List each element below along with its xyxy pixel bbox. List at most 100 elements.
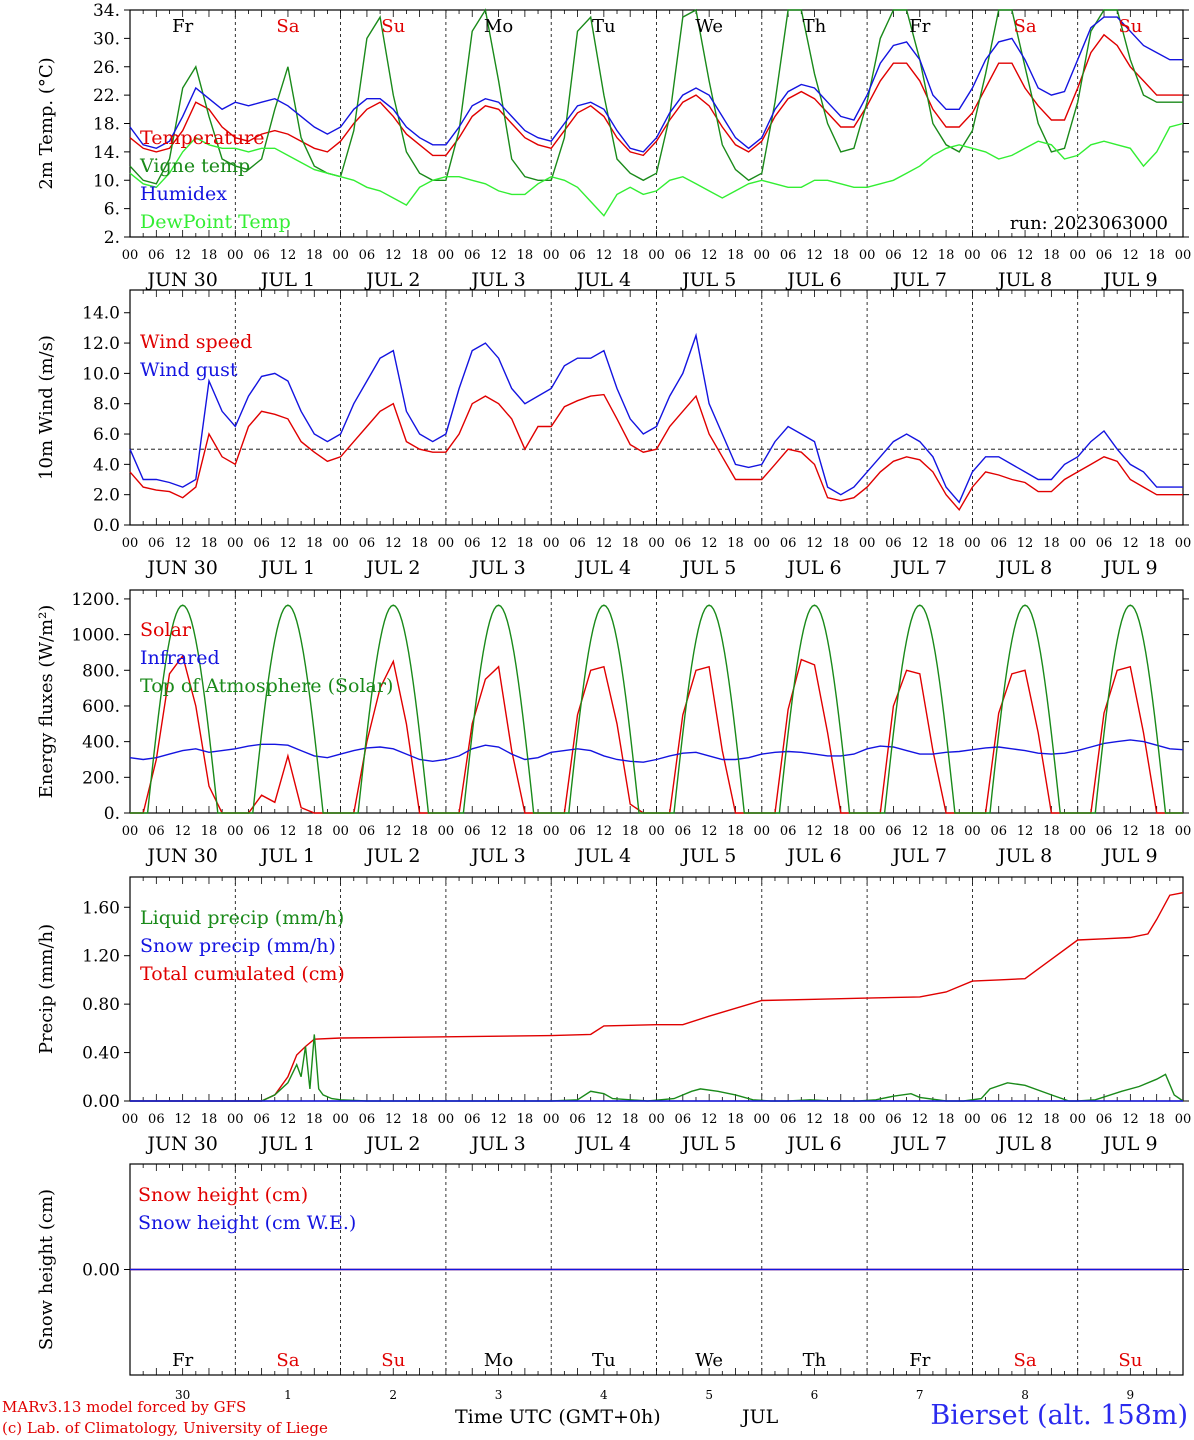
x-tick-label: 06 bbox=[359, 248, 376, 263]
y-tick-label: 600. bbox=[82, 697, 120, 717]
x-tick-label: 06 bbox=[1096, 248, 1113, 263]
y-tick-label: 12.0 bbox=[82, 334, 120, 354]
weekday-label: Sa bbox=[1014, 1350, 1037, 1371]
x-tick-label: 00 bbox=[122, 248, 139, 263]
y-tick-label: 1000. bbox=[71, 626, 120, 646]
y-tick-label: 0.0 bbox=[93, 516, 120, 536]
x-tick-label: 12 bbox=[490, 536, 507, 551]
x-tick-label: 00 bbox=[543, 248, 560, 263]
weekday-label: Sa bbox=[276, 16, 299, 37]
x-tick-label: 18 bbox=[411, 248, 428, 263]
x-tick-label: 12 bbox=[385, 824, 402, 839]
x-tick-label: 00 bbox=[1175, 1112, 1192, 1127]
x-tick-label: 00 bbox=[332, 824, 349, 839]
x-tick-label: 00 bbox=[648, 248, 665, 263]
date-label: JUL 4 bbox=[575, 557, 631, 579]
x-tick-label: 00 bbox=[438, 248, 455, 263]
date-label: JUL 3 bbox=[469, 845, 525, 867]
x-tick-label: 18 bbox=[727, 1112, 744, 1127]
x-tick-label: 12 bbox=[385, 1112, 402, 1127]
y-tick-label: 1.60 bbox=[82, 898, 120, 918]
x-tick-label: 18 bbox=[622, 536, 639, 551]
x-tick-label: 00 bbox=[1069, 248, 1086, 263]
x-tick-label: 18 bbox=[833, 248, 850, 263]
weekday-label: Mo bbox=[484, 16, 513, 37]
y-tick-label: 0.40 bbox=[82, 1044, 120, 1064]
x-tick-label: 12 bbox=[596, 824, 613, 839]
x-tick-label: 12 bbox=[174, 1112, 191, 1127]
date-label: JUL 3 bbox=[469, 557, 525, 579]
x-tick-label: 00 bbox=[964, 1112, 981, 1127]
x-tick-label: 00 bbox=[1069, 1112, 1086, 1127]
y-tick-label: 2.0 bbox=[93, 486, 120, 506]
x-tick-label: 12 bbox=[1017, 1112, 1034, 1127]
y-tick-label: 34. bbox=[93, 1, 120, 21]
y-tick-label: 0.80 bbox=[82, 995, 120, 1015]
weekday-label: Tu bbox=[592, 1350, 616, 1371]
date-label: JUL 7 bbox=[891, 845, 947, 867]
weekday-label: Th bbox=[803, 16, 827, 37]
x-tick-label: 12 bbox=[490, 824, 507, 839]
legend-entry: Snow height (cm) bbox=[138, 1184, 308, 1206]
series-line bbox=[129, 332, 1183, 504]
y-tick-label: 8.0 bbox=[93, 395, 120, 415]
day-number: 7 bbox=[916, 1388, 924, 1402]
x-tick-label: 00 bbox=[122, 536, 139, 551]
x-tick-label: 18 bbox=[1148, 1112, 1165, 1127]
x-tick-label: 12 bbox=[1122, 824, 1139, 839]
x-tick-label: 18 bbox=[517, 1112, 534, 1127]
y-tick-label: 6. bbox=[104, 200, 120, 220]
date-label: JUL 5 bbox=[680, 269, 736, 291]
x-tick-label: 06 bbox=[675, 536, 692, 551]
x-tick-label: 18 bbox=[306, 248, 323, 263]
weekday-label: Su bbox=[381, 16, 405, 37]
x-tick-label: 00 bbox=[754, 824, 771, 839]
date-label: JUL 1 bbox=[259, 557, 315, 579]
date-label: JUL 2 bbox=[364, 557, 420, 579]
x-tick-label: 00 bbox=[543, 536, 560, 551]
x-tick-label: 06 bbox=[359, 824, 376, 839]
date-label: JUL 4 bbox=[575, 269, 631, 291]
legend-entry: Total cumulated (cm) bbox=[140, 963, 345, 985]
legend-entry: Vigne temp bbox=[139, 155, 250, 177]
run-annotation: run: 2023063000 bbox=[1010, 213, 1168, 234]
x-tick-label: 12 bbox=[490, 248, 507, 263]
x-tick-label: 06 bbox=[780, 1112, 797, 1127]
day-number: 3 bbox=[495, 1388, 503, 1402]
date-label: JUL 6 bbox=[785, 557, 841, 579]
x-tick-label: 06 bbox=[569, 1112, 586, 1127]
x-tick-label: 00 bbox=[964, 824, 981, 839]
date-label: JUL 5 bbox=[680, 557, 736, 579]
x-tick-label: 06 bbox=[148, 248, 165, 263]
x-tick-label: 18 bbox=[1043, 824, 1060, 839]
series-line bbox=[129, 393, 1183, 511]
y-tick-label: 2. bbox=[104, 228, 120, 248]
x-tick-label: 12 bbox=[1122, 536, 1139, 551]
x-tick-label: 00 bbox=[227, 824, 244, 839]
x-tick-label: 18 bbox=[833, 536, 850, 551]
x-tick-label: 06 bbox=[253, 536, 270, 551]
x-tick-label: 18 bbox=[201, 824, 218, 839]
x-tick-label: 12 bbox=[911, 1112, 928, 1127]
x-tick-label: 00 bbox=[332, 536, 349, 551]
x-tick-label: 12 bbox=[280, 1112, 297, 1127]
x-tick-label: 06 bbox=[885, 1112, 902, 1127]
month-label: JUL bbox=[742, 1406, 779, 1428]
x-tick-label: 12 bbox=[385, 248, 402, 263]
x-tick-label: 12 bbox=[174, 536, 191, 551]
x-tick-label: 00 bbox=[543, 1112, 560, 1127]
day-number: 4 bbox=[600, 1388, 608, 1402]
date-label: JUL 2 bbox=[364, 269, 420, 291]
x-tick-label: 00 bbox=[859, 1112, 876, 1127]
x-tick-label: 18 bbox=[306, 536, 323, 551]
x-tick-label: 12 bbox=[1122, 248, 1139, 263]
legend-entry: Liquid precip (mm/h) bbox=[140, 907, 344, 929]
date-label: JUL 8 bbox=[996, 845, 1052, 867]
x-tick-label: 00 bbox=[648, 536, 665, 551]
legend-entry: Infrared bbox=[140, 647, 220, 669]
x-tick-label: 06 bbox=[464, 1112, 481, 1127]
x-tick-label: 00 bbox=[438, 536, 455, 551]
date-label: JUL 6 bbox=[785, 845, 841, 867]
x-tick-label: 18 bbox=[938, 1112, 955, 1127]
weekday-label: Fr bbox=[172, 16, 193, 37]
